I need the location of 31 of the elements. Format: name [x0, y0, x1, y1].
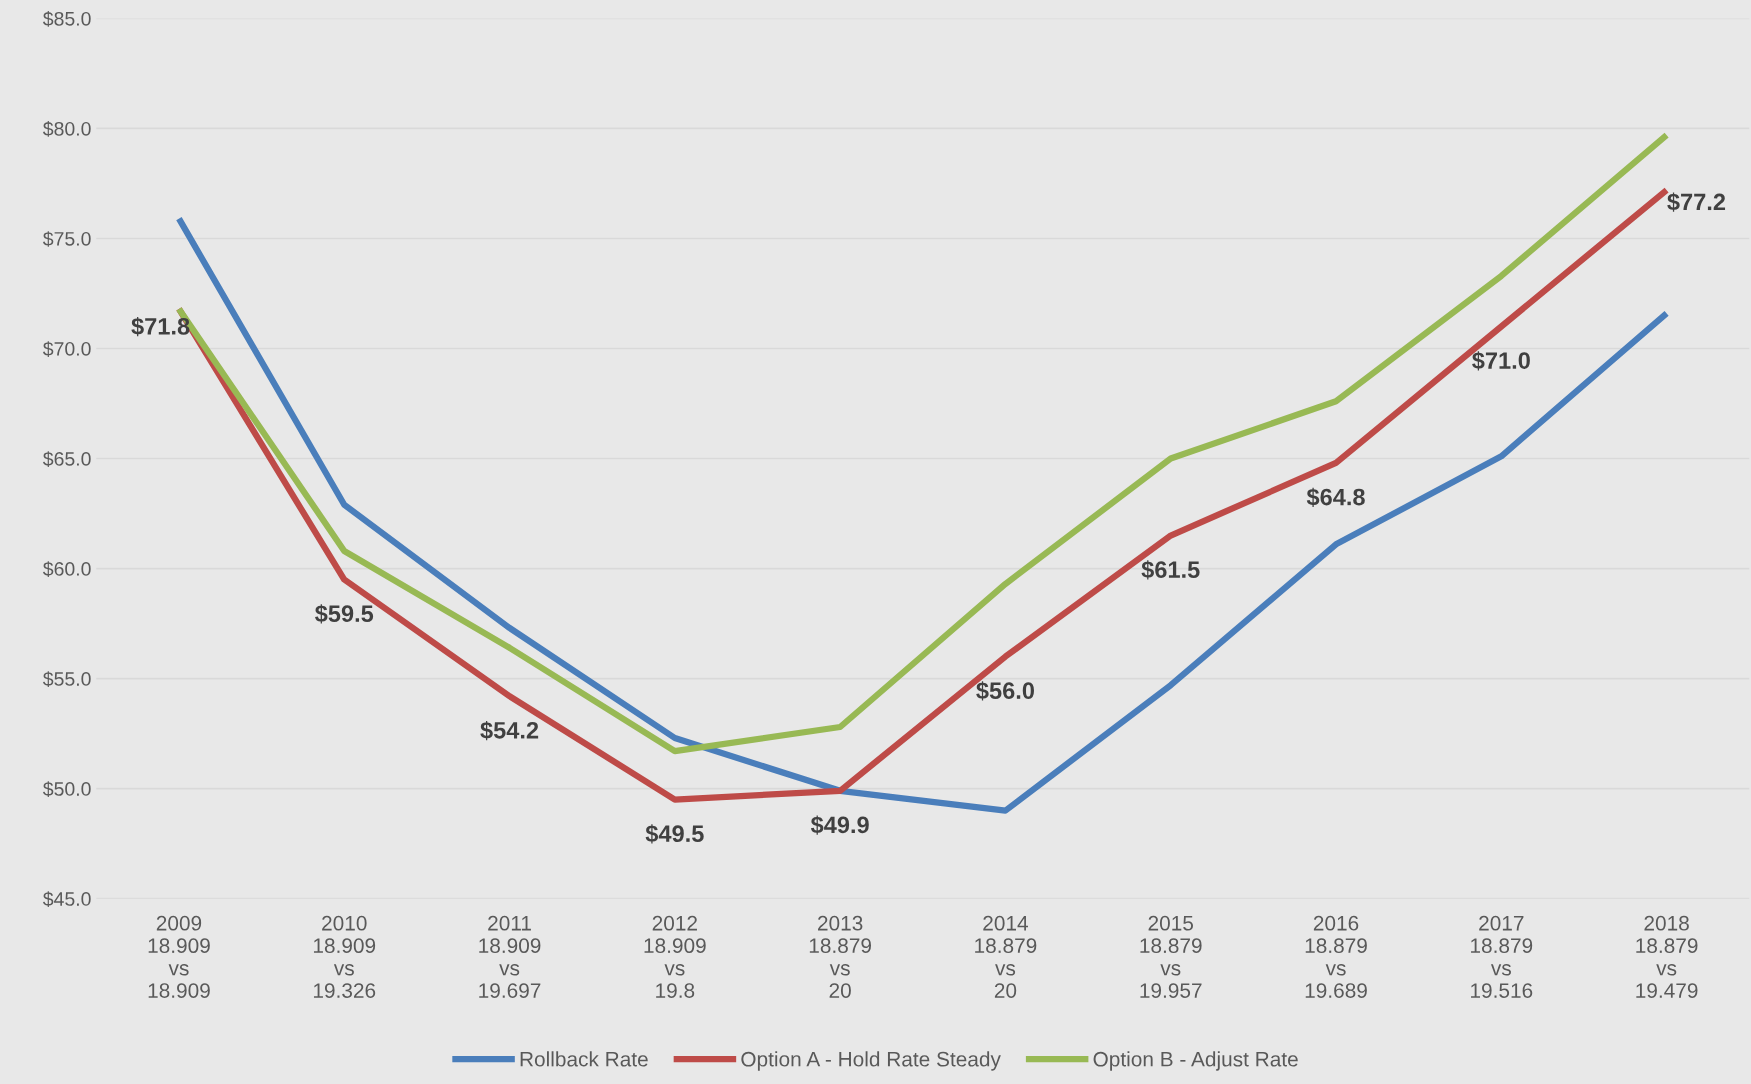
x-tick-label: 2011 18.909 vs 19.697 — [479, 915, 541, 998]
x-tick-label: 2018 18.879 vs 19.479 — [1636, 915, 1698, 998]
data-label: $71.0 — [1472, 351, 1530, 371]
y-tick-label: $60.0 — [43, 561, 91, 577]
x-tick-label: 2009 18.909 vs 18.909 — [148, 915, 210, 998]
legend-label: Option A - Hold Rate Steady — [741, 1051, 1001, 1071]
data-label: $54.2 — [480, 720, 539, 741]
data-label: $49.9 — [810, 815, 869, 835]
y-tick-label: $45.0 — [43, 891, 91, 908]
legend-label: Rollback Rate — [520, 1051, 648, 1067]
x-tick-label: 2015 18.879 vs 19.957 — [1140, 915, 1202, 998]
y-tick-label: $75.0 — [43, 231, 91, 247]
y-tick-label: $85.0 — [43, 11, 91, 27]
y-tick-label: $70.0 — [43, 341, 91, 357]
y-tick-label: $50.0 — [43, 781, 91, 797]
data-label: $59.5 — [315, 604, 374, 624]
x-tick-label: 2012 18.909 vs 19.8 — [644, 915, 706, 998]
y-tick-label: $55.0 — [43, 671, 91, 687]
y-tick-label: $80.0 — [43, 121, 91, 137]
x-tick-label: 2010 18.909 vs 19.326 — [313, 915, 376, 998]
x-tick-label: 2016 18.879 vs 19.689 — [1305, 915, 1367, 998]
data-label: $56.0 — [976, 681, 1034, 701]
x-tick-label: 2014 18.879 vs 20 — [975, 915, 1037, 998]
data-label: $49.5 — [645, 824, 704, 844]
data-label: $77.2 — [1667, 192, 1726, 212]
legend-label: Option B - Adjust Rate — [1093, 1051, 1298, 1071]
data-label: $64.8 — [1306, 487, 1365, 507]
y-tick-label: $65.0 — [43, 451, 91, 467]
data-label: $61.5 — [1141, 560, 1200, 580]
x-tick-label: 2017 18.879 vs 19.516 — [1471, 915, 1533, 998]
x-tick-label: 2013 18.879 vs 20 — [809, 915, 872, 998]
